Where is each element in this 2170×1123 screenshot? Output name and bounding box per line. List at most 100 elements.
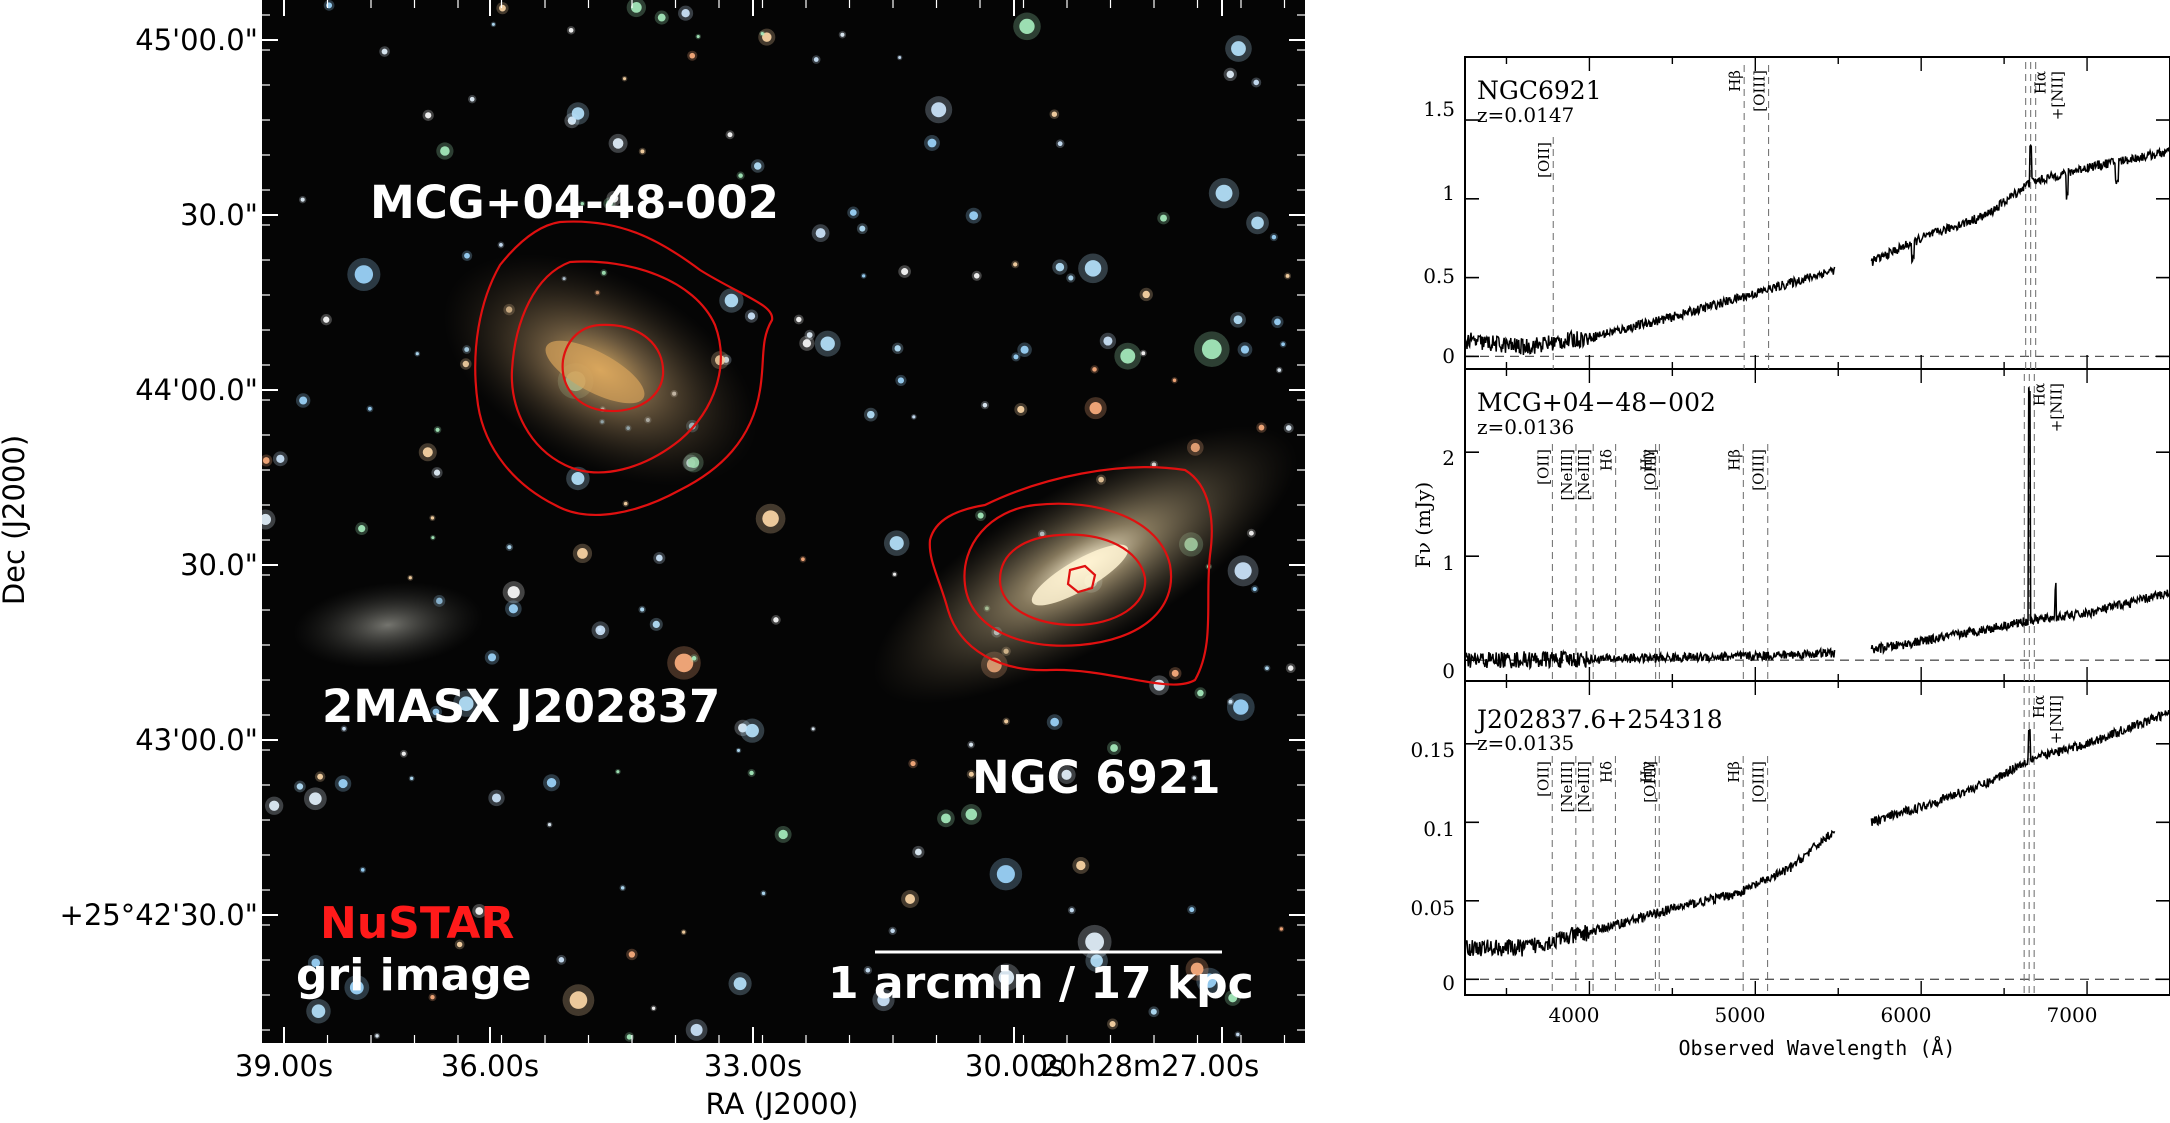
star xyxy=(418,443,437,462)
star xyxy=(891,571,898,578)
star xyxy=(1194,331,1230,368)
star xyxy=(1237,342,1253,357)
star xyxy=(572,543,593,564)
emission-line-label: Hβ xyxy=(1726,70,1744,92)
star xyxy=(366,405,374,413)
star xyxy=(955,990,961,997)
star xyxy=(566,466,590,491)
emission-line-label: [NeIII] xyxy=(1575,761,1593,812)
star xyxy=(1099,332,1117,350)
star xyxy=(408,775,415,782)
star xyxy=(1246,211,1269,235)
star xyxy=(1218,982,1225,988)
star xyxy=(1077,924,1112,959)
emission-line-label: Hδ xyxy=(1598,449,1616,471)
star xyxy=(896,54,903,61)
y-tick-label: 0 xyxy=(1442,344,1455,368)
star xyxy=(965,207,982,224)
star xyxy=(429,514,436,522)
y-tick-label: 0.1 xyxy=(1423,817,1455,841)
star xyxy=(638,605,646,614)
star xyxy=(303,787,327,811)
spectrum-line xyxy=(1464,829,1836,957)
emission-line-label: [OII] xyxy=(1534,449,1552,485)
star xyxy=(428,993,437,1002)
x-tick-label: 20h28m27.00s xyxy=(1041,1049,1260,1083)
star xyxy=(359,866,367,874)
emission-line-label: +[NII] xyxy=(2047,695,2065,744)
star xyxy=(591,621,610,640)
star xyxy=(1271,315,1284,328)
star xyxy=(1279,340,1287,348)
star xyxy=(687,50,698,61)
spectrum-name: NGC6921 xyxy=(1477,76,1602,105)
star xyxy=(1194,687,1207,699)
star xyxy=(1263,664,1271,672)
emission-line-label: [OIII] xyxy=(1641,761,1659,803)
star xyxy=(650,1005,657,1012)
star xyxy=(1057,765,1076,784)
star xyxy=(1078,253,1108,284)
star xyxy=(744,309,759,323)
star xyxy=(306,998,331,1024)
star xyxy=(960,804,982,825)
emission-line-markers: [OII]Hβ [OIII] Hα +[NII][OII] [NeIII] [NeIII]… xyxy=(1534,62,2067,995)
star xyxy=(622,500,629,507)
star xyxy=(1072,856,1090,874)
spectrum-redshift: z=0.0135 xyxy=(1477,731,1574,755)
star xyxy=(502,581,525,604)
star xyxy=(1223,67,1237,82)
star xyxy=(1275,366,1283,374)
star xyxy=(436,142,454,160)
star xyxy=(838,31,847,39)
star xyxy=(1284,272,1292,280)
emission-line-label: Hβ xyxy=(1725,761,1743,783)
spectra-ticks xyxy=(1465,57,2170,995)
emission-line-label: +[NII] xyxy=(2049,71,2067,120)
star xyxy=(373,1032,381,1039)
galaxy-2masx-glow xyxy=(293,582,483,668)
star xyxy=(488,789,505,807)
star xyxy=(774,826,792,843)
star xyxy=(543,774,561,792)
star xyxy=(1049,109,1060,120)
star xyxy=(735,747,742,754)
star xyxy=(1250,585,1259,593)
star xyxy=(1066,273,1076,283)
x-tick-label: 5000 xyxy=(1715,1003,1766,1027)
spectrum-line xyxy=(1870,143,2170,266)
x-axis-title: Observed Wavelength (Å) xyxy=(1679,1036,1956,1060)
star xyxy=(472,904,487,919)
star xyxy=(1226,693,1255,721)
star xyxy=(1114,342,1142,370)
star xyxy=(1107,1018,1119,1030)
emission-line-label: Hβ xyxy=(1725,449,1743,471)
star xyxy=(966,769,976,779)
emission-line-label: Hα xyxy=(2032,71,2050,94)
star xyxy=(606,190,622,207)
star xyxy=(971,270,982,281)
star xyxy=(1148,1006,1160,1018)
y-tick-label: 0 xyxy=(1442,971,1455,995)
star xyxy=(264,796,284,815)
star xyxy=(872,988,895,1012)
star xyxy=(262,509,276,530)
star xyxy=(937,809,955,828)
emission-line-label: [OIII] xyxy=(1751,70,1769,112)
spectra-panel: [OII]Hβ [OIII] Hα +[NII][OII] [NeIII] [NeIII]… xyxy=(1410,56,2170,1060)
star xyxy=(414,350,421,357)
y-tick-label: 45'00.0" xyxy=(135,23,258,57)
x-tick-label: 4000 xyxy=(1549,1003,1600,1027)
star xyxy=(1002,717,1010,726)
star xyxy=(490,21,497,28)
y-tick-label: 44'00.0" xyxy=(135,373,258,407)
star xyxy=(1011,352,1021,362)
star xyxy=(695,33,702,40)
y-tick-label: +25°42'30.0" xyxy=(60,898,258,932)
star xyxy=(422,109,434,121)
star xyxy=(621,75,628,82)
galaxy-ngc6921-core xyxy=(1031,544,1129,606)
spectrum-line xyxy=(1870,387,2170,655)
star xyxy=(728,972,752,996)
star xyxy=(1278,925,1285,932)
